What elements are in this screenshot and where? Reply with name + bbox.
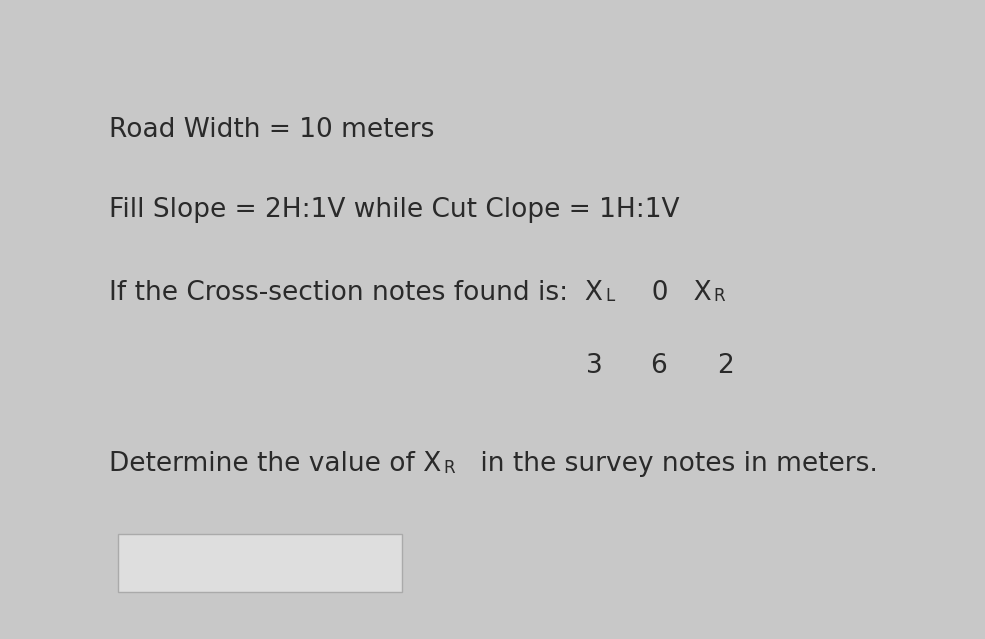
Text: L: L — [605, 287, 615, 305]
Text: R: R — [443, 459, 455, 477]
Text: If the Cross-section notes found is:  X: If the Cross-section notes found is: X — [109, 280, 603, 305]
Text: 0   X: 0 X — [635, 280, 712, 305]
Text: R: R — [714, 287, 725, 305]
Text: in the survey notes in meters.: in the survey notes in meters. — [472, 451, 878, 477]
Text: Determine the value of X: Determine the value of X — [109, 451, 441, 477]
FancyBboxPatch shape — [118, 534, 402, 592]
Text: Fill Slope = 2H:1V while Cut Clope = 1H:1V: Fill Slope = 2H:1V while Cut Clope = 1H:… — [109, 197, 680, 223]
Text: 3: 3 — [586, 353, 603, 379]
Text: Road Width = 10 meters: Road Width = 10 meters — [109, 117, 434, 143]
Text: 6: 6 — [650, 353, 667, 379]
Text: 2: 2 — [717, 353, 734, 379]
